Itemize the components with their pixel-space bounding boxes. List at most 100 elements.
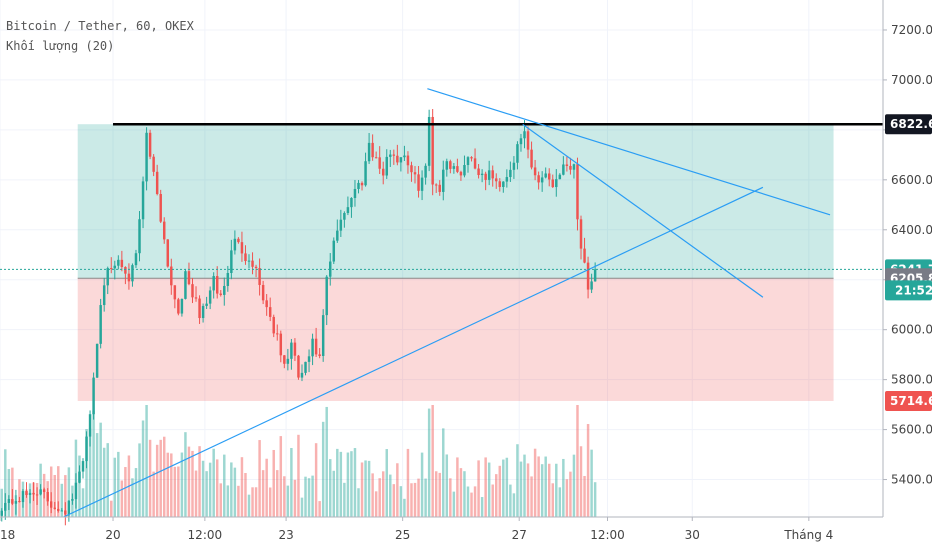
volume-bar [304, 476, 307, 517]
volume-bar [360, 462, 364, 517]
candle [357, 182, 360, 189]
candle [106, 268, 109, 286]
candle [509, 169, 512, 178]
volume-bar [283, 476, 286, 517]
volume-bar [519, 461, 523, 517]
candle [74, 482, 78, 500]
volume-bar [417, 478, 420, 517]
volume-bar [569, 471, 572, 517]
volume-bar [300, 497, 304, 517]
volume-bar [392, 484, 396, 517]
countdown-label: 21:52 [895, 283, 932, 297]
volume-bar [219, 483, 222, 517]
candle [35, 494, 39, 496]
volume-bar [463, 471, 466, 517]
volume-bar [540, 464, 544, 517]
volume-bar [544, 456, 547, 517]
volume-bar [215, 459, 219, 517]
candle [399, 157, 403, 163]
candle [336, 230, 339, 241]
candle [159, 194, 162, 222]
candle [555, 179, 558, 188]
volume-bar [268, 487, 272, 517]
candle [519, 138, 523, 145]
candle [586, 262, 590, 290]
candle [576, 164, 579, 220]
volume-bar [57, 466, 60, 517]
volume-bar [357, 488, 360, 517]
volume-bar [7, 469, 11, 517]
price-tick-label: 7000.0 [891, 73, 932, 87]
volume-bar [314, 443, 318, 517]
volume-bar [134, 468, 138, 517]
candle [307, 356, 311, 362]
candle [67, 500, 71, 515]
volume-bar [247, 494, 251, 517]
trend-up-line[interactable] [63, 186, 764, 518]
candle [533, 167, 537, 176]
candle [449, 161, 452, 169]
volume-bar [480, 497, 484, 517]
loss-zone [77, 278, 834, 401]
trend-down-1-line[interactable] [427, 88, 831, 216]
candle [512, 162, 516, 170]
volume-bar [523, 454, 526, 517]
trend-down-2-line[interactable] [522, 123, 764, 298]
candle [78, 471, 81, 483]
candle [166, 239, 170, 267]
time-tick-label: 12:00 [590, 528, 625, 542]
price-tick-label: 6600.0 [891, 173, 932, 187]
volume-bar [491, 484, 494, 517]
candle [480, 173, 484, 176]
volume-bar [177, 466, 180, 517]
candle [64, 510, 67, 515]
candle [187, 271, 191, 285]
candle [57, 508, 60, 511]
candle [88, 414, 92, 437]
candle [219, 293, 222, 295]
candle [11, 499, 14, 504]
volume-bar [321, 421, 325, 517]
candle [314, 338, 318, 355]
candle [230, 250, 233, 273]
candle [385, 156, 388, 176]
volume-bar [297, 434, 300, 517]
candle [194, 297, 198, 299]
candle [420, 177, 424, 191]
volume-bar [516, 444, 519, 517]
volume-bar [95, 433, 99, 517]
candle [537, 175, 540, 183]
volume-bar [420, 452, 424, 517]
candle [466, 157, 470, 166]
volume-bar [537, 456, 540, 517]
price-tag-label: 5714.6 [890, 394, 932, 408]
candle [46, 492, 49, 502]
volume-bar [371, 473, 374, 517]
candle [42, 489, 46, 493]
candle [470, 157, 473, 159]
volume-bar [170, 453, 173, 517]
volume-bar [254, 487, 258, 517]
candle [473, 158, 477, 169]
price-tick-label: 7200.0 [891, 23, 932, 37]
candle [138, 219, 141, 254]
candle [367, 142, 371, 162]
volume-bar [381, 471, 385, 517]
candle [60, 510, 64, 512]
volume-bar [459, 468, 463, 517]
candle [438, 184, 441, 192]
candle [110, 268, 113, 270]
candle [286, 358, 290, 364]
candle [562, 164, 565, 175]
candle [240, 242, 244, 254]
volume-bar [124, 467, 127, 517]
volume-bar [272, 449, 275, 517]
volume-bar [364, 460, 367, 517]
volume-bar [265, 458, 268, 517]
volume-bar [431, 405, 434, 517]
candle [484, 173, 487, 180]
volume-bar [49, 466, 53, 517]
volume-bar [413, 482, 417, 517]
candle [184, 271, 187, 299]
